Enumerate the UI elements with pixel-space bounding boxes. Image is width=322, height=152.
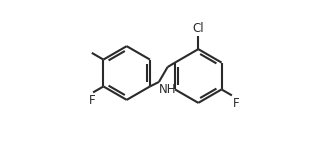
Text: Cl: Cl (193, 22, 204, 35)
Text: F: F (89, 94, 96, 107)
Text: NH: NH (159, 83, 177, 96)
Text: F: F (233, 97, 239, 110)
